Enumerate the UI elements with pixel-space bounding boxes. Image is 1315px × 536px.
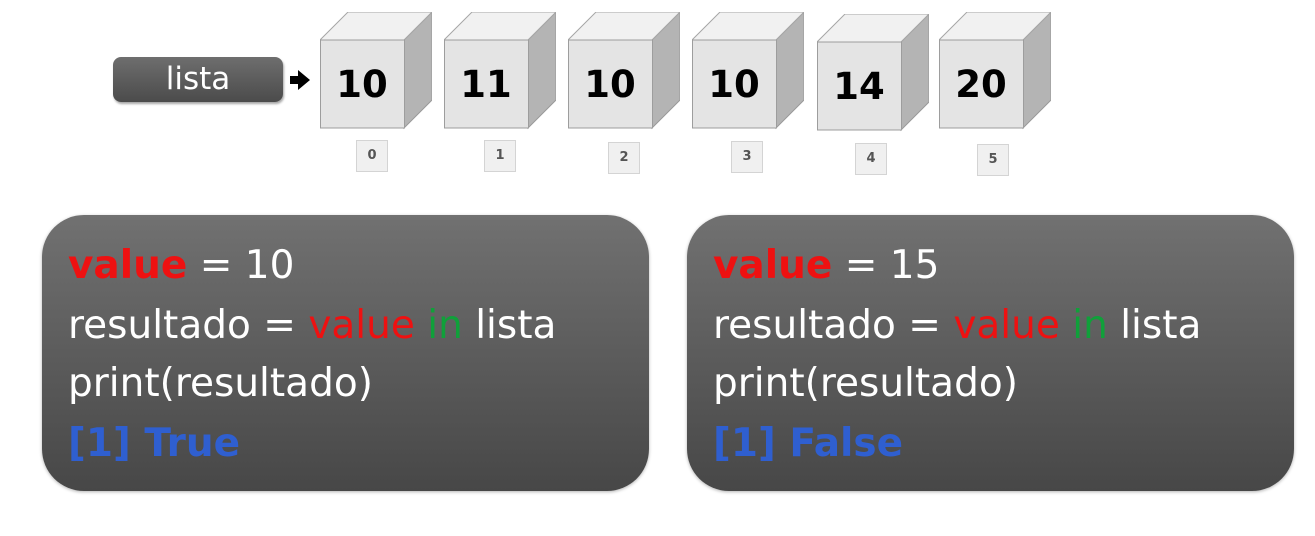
cube-icon bbox=[568, 12, 680, 130]
element-index: 2 bbox=[608, 142, 640, 174]
list-reference: lista bbox=[462, 303, 557, 348]
cube-icon bbox=[939, 12, 1051, 130]
element-value: 20 bbox=[955, 63, 1007, 106]
code-output: [1] False bbox=[713, 421, 904, 466]
list-element-cube: 10 bbox=[692, 12, 804, 130]
arrow-right-icon bbox=[290, 70, 310, 90]
cube-icon bbox=[692, 12, 804, 130]
assign-value: = 15 bbox=[832, 243, 940, 288]
code-output: [1] True bbox=[68, 421, 241, 466]
element-value: 11 bbox=[460, 63, 512, 106]
element-index: 1 bbox=[484, 140, 516, 172]
variable-name: value bbox=[953, 303, 1060, 348]
code-line-membership: resultado = value in lista bbox=[713, 303, 1201, 349]
cube-icon bbox=[320, 12, 432, 130]
code-example-false bbox=[687, 215, 1294, 491]
element-index: 0 bbox=[356, 140, 388, 172]
in-operator: in bbox=[427, 303, 463, 348]
list-element-cube: 11 bbox=[444, 12, 556, 130]
list-element-cube: 10 bbox=[568, 12, 680, 130]
list-element-cube: 14 bbox=[817, 14, 929, 132]
code-example-true bbox=[42, 215, 649, 491]
result-assign: resultado = bbox=[713, 303, 954, 348]
code-line-print: print(resultado) bbox=[713, 361, 1018, 406]
element-index: 4 bbox=[855, 143, 887, 175]
in-operator: in bbox=[1072, 303, 1108, 348]
cube-icon bbox=[444, 12, 556, 130]
space bbox=[415, 303, 427, 348]
cube-icon bbox=[817, 14, 929, 132]
element-index: 3 bbox=[731, 141, 763, 173]
element-value: 10 bbox=[708, 63, 760, 106]
code-line-membership: resultado = value in lista bbox=[68, 303, 556, 349]
element-value: 10 bbox=[584, 63, 636, 106]
element-index: 5 bbox=[977, 144, 1009, 176]
space bbox=[1060, 303, 1072, 348]
list-reference: lista bbox=[1107, 303, 1202, 348]
list-element-cube: 20 bbox=[939, 12, 1051, 130]
variable-name: value bbox=[68, 243, 188, 288]
code-line-assign: value = 10 bbox=[68, 243, 294, 289]
element-value: 10 bbox=[336, 63, 388, 106]
assign-value: = 10 bbox=[187, 243, 295, 288]
result-assign: resultado = bbox=[68, 303, 309, 348]
list-name-label: lista bbox=[113, 57, 283, 102]
code-line-assign: value = 15 bbox=[713, 243, 939, 289]
element-value: 14 bbox=[833, 65, 885, 108]
variable-name: value bbox=[308, 303, 415, 348]
code-line-print: print(resultado) bbox=[68, 361, 373, 406]
variable-name: value bbox=[713, 243, 833, 288]
list-element-cube: 10 bbox=[320, 12, 432, 130]
